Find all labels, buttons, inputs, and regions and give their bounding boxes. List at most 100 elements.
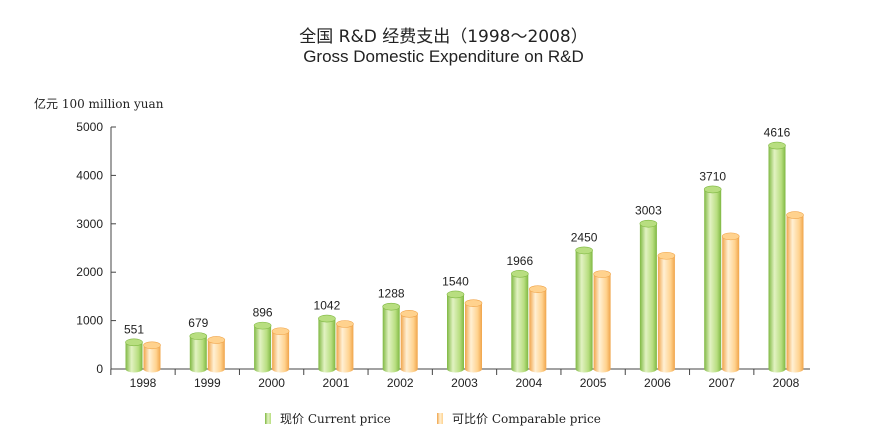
data-label: 1966 bbox=[506, 254, 533, 268]
bar-comparable-price-top bbox=[207, 336, 226, 344]
bar-current-price-base bbox=[575, 365, 593, 373]
bar-comparable-price-base bbox=[207, 365, 225, 373]
bar-current-price bbox=[125, 338, 143, 373]
bar-comparable-price-base bbox=[722, 365, 740, 373]
bar-comparable-price-base bbox=[336, 365, 354, 373]
bar-comparable-price-top bbox=[657, 251, 676, 260]
bar-comparable-price-top bbox=[593, 270, 611, 278]
x-tick-label: 2003 bbox=[451, 376, 478, 390]
bar-current-price bbox=[446, 290, 465, 373]
bar-current-price bbox=[768, 141, 786, 373]
x-tick-label: 2002 bbox=[387, 376, 414, 390]
legend-comparable-label: 可比价 Comparable price bbox=[452, 412, 601, 426]
bar-comparable-price bbox=[593, 270, 611, 373]
data-label: 679 bbox=[188, 316, 208, 330]
x-tick-label: 1998 bbox=[130, 376, 157, 390]
data-label: 896 bbox=[253, 306, 273, 320]
x-tick-label: 2004 bbox=[515, 376, 542, 390]
bar-comparable-price-top bbox=[528, 285, 547, 293]
bar-current-price-base bbox=[639, 365, 657, 373]
bar-current-price-base bbox=[318, 365, 336, 373]
bar-current-price bbox=[703, 185, 722, 373]
bar-comparable-price-body bbox=[143, 345, 161, 369]
bar-comparable-price-base bbox=[400, 365, 418, 373]
bar-current-price-body bbox=[254, 325, 272, 369]
data-label: 3003 bbox=[635, 204, 662, 218]
data-label: 3710 bbox=[699, 169, 726, 183]
bar-comparable-price-base bbox=[529, 365, 547, 373]
bar-comparable-price-top bbox=[786, 211, 804, 219]
chart-title-chinese: 全国 R&D 经费支出（1998～2008） bbox=[299, 27, 588, 47]
bar-comparable-price-base bbox=[786, 365, 804, 373]
bar-current-price-base bbox=[382, 365, 400, 373]
bar-comparable-price-top bbox=[143, 341, 161, 350]
bar-comparable-price-base bbox=[657, 365, 675, 373]
x-tick-label: 2006 bbox=[644, 376, 671, 390]
y-tick-label: 4000 bbox=[76, 168, 103, 182]
bar-current-price-body bbox=[447, 294, 464, 369]
bar-comparable-price bbox=[400, 310, 419, 373]
bar-current-price-body bbox=[125, 342, 143, 369]
bar-comparable-price-base bbox=[272, 365, 290, 373]
bar-comparable-price bbox=[657, 251, 676, 373]
y-tick-label: 2000 bbox=[76, 265, 103, 279]
bar-comparable-price bbox=[786, 211, 804, 373]
bar-comparable-price bbox=[464, 299, 483, 373]
data-label: 2450 bbox=[571, 230, 598, 244]
bar-current-price-top bbox=[639, 219, 658, 228]
bar-current-price-top bbox=[382, 302, 401, 311]
legend-current-price: 现价 Current price bbox=[265, 410, 391, 427]
bar-current-price bbox=[382, 302, 401, 373]
bar-comparable-price-body bbox=[722, 236, 740, 369]
data-label: 1540 bbox=[442, 274, 469, 288]
legend-comparable-price: 可比价 Comparable price bbox=[437, 410, 601, 427]
bar-current-price bbox=[575, 246, 593, 373]
bar-current-price-base bbox=[189, 365, 207, 373]
bar-current-price-top bbox=[125, 338, 143, 347]
x-tick-label: 2007 bbox=[708, 376, 735, 390]
bar-comparable-price-base bbox=[465, 365, 482, 373]
legend-current-swatch bbox=[265, 413, 271, 424]
bar-current-price-body bbox=[382, 306, 400, 369]
y-tick-label: 0 bbox=[96, 362, 103, 376]
x-tick-label: 2001 bbox=[323, 376, 350, 390]
x-tick-label: 2005 bbox=[580, 376, 607, 390]
bar-comparable-price-top bbox=[336, 320, 354, 328]
bar-comparable-price-body bbox=[786, 215, 804, 369]
x-tick-label: 2000 bbox=[258, 376, 285, 390]
legend-current-label: 现价 Current price bbox=[280, 412, 391, 426]
bar-current-price-body bbox=[768, 145, 786, 369]
bar-comparable-price-top bbox=[400, 310, 419, 318]
bar-comparable-price-body bbox=[529, 289, 547, 369]
bar-comparable-price-top bbox=[271, 327, 290, 336]
bar-comparable-price-top bbox=[464, 299, 483, 307]
data-label: 4616 bbox=[764, 126, 791, 140]
bar-comparable-price-body bbox=[657, 255, 675, 369]
bar-current-price-base bbox=[125, 365, 143, 373]
bar-current-price-body bbox=[704, 189, 722, 369]
bar-comparable-price-body bbox=[207, 339, 225, 369]
bar-current-price bbox=[253, 321, 272, 373]
bar-comparable-price bbox=[207, 336, 226, 373]
bar-comparable-price-base bbox=[593, 365, 611, 373]
y-axis-unit-label: 亿元 100 million yuan bbox=[34, 97, 164, 111]
bar-current-price-top bbox=[318, 314, 336, 323]
bar-current-price-top bbox=[446, 290, 465, 299]
bar-comparable-price-body bbox=[336, 323, 354, 369]
legend-comparable-swatch bbox=[437, 413, 443, 424]
bar-current-price bbox=[318, 314, 336, 373]
bar-current-price bbox=[639, 219, 658, 373]
bar-current-price bbox=[510, 270, 529, 373]
bar-current-price-base bbox=[768, 365, 786, 373]
y-tick-label: 3000 bbox=[76, 217, 103, 231]
bar-comparable-price-base bbox=[143, 365, 161, 373]
bar-comparable-price bbox=[143, 341, 161, 373]
bar-current-price-base bbox=[511, 365, 529, 373]
bar-current-price-top bbox=[253, 321, 272, 330]
bar-comparable-price bbox=[271, 327, 290, 373]
bar-current-price-body bbox=[511, 273, 529, 369]
chart-title-english: Gross Domestic Expenditure on R&D bbox=[303, 47, 584, 66]
bar-current-price-top bbox=[189, 332, 208, 340]
bar-current-price-top bbox=[510, 270, 529, 278]
